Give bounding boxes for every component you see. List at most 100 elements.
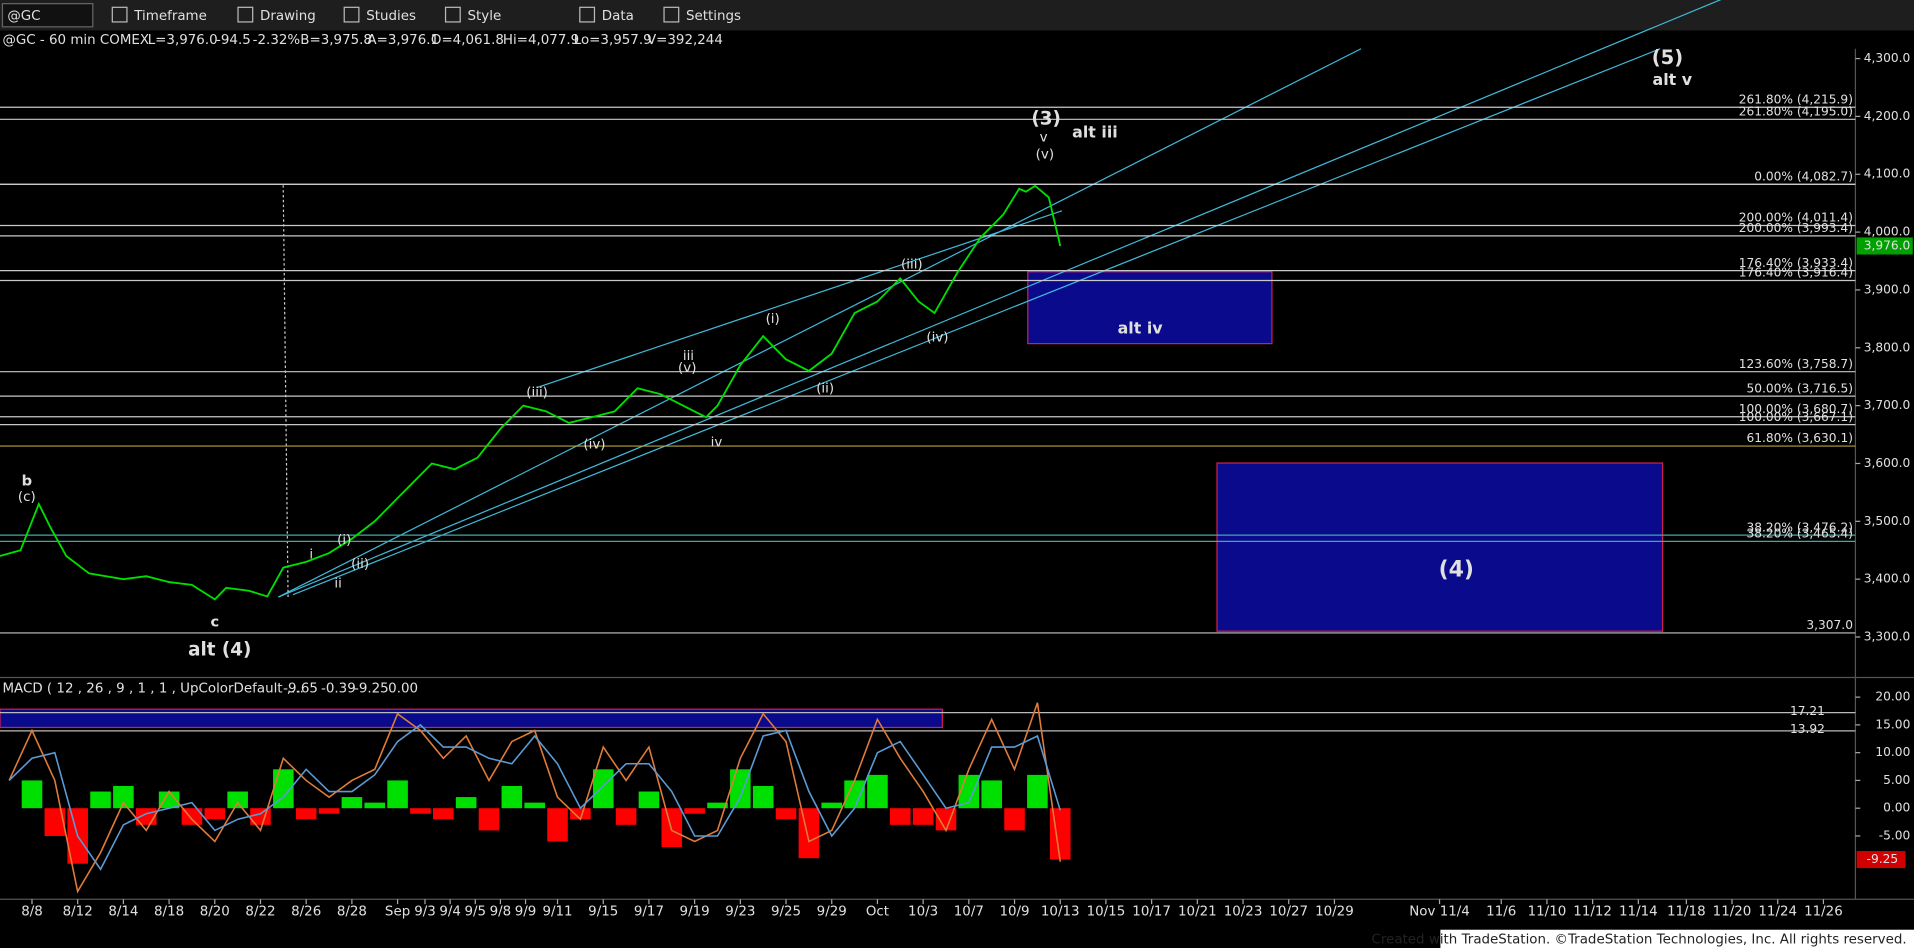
histogram-bar bbox=[410, 808, 431, 814]
fib-label: 200.00% (4,011.4) bbox=[1739, 211, 1853, 225]
macd-line bbox=[8, 702, 1062, 894]
menu-button[interactable]: Studies bbox=[366, 9, 416, 24]
menu-button[interactable]: Data bbox=[602, 9, 634, 24]
y-tick-label: 4,100.0 bbox=[1864, 167, 1911, 181]
channel-line bbox=[536, 210, 1063, 389]
histogram-bar bbox=[844, 780, 865, 809]
indicator-title: MACD ( 12 , 26 , 9 , 1 , 1 , UpColorDefa… bbox=[2, 681, 303, 696]
histogram-bar bbox=[981, 780, 1002, 809]
menu-icon[interactable] bbox=[579, 6, 596, 23]
menu-icon[interactable] bbox=[663, 6, 680, 23]
x-tick-label: 11/14 bbox=[1619, 904, 1658, 919]
x-tick-label: Sep bbox=[385, 904, 410, 919]
x-tick-label: 9/11 bbox=[542, 904, 572, 919]
x-tick-label: 11/20 bbox=[1713, 904, 1752, 919]
quote-field: -94.5 bbox=[216, 33, 251, 48]
menu-icon[interactable] bbox=[237, 6, 254, 23]
x-tick-label: 11/10 bbox=[1528, 904, 1567, 919]
y-tick-label: 3,900.0 bbox=[1864, 282, 1911, 296]
fib-label: 61.80% (3,630.1) bbox=[1746, 431, 1852, 445]
symbol-input[interactable] bbox=[1, 3, 94, 28]
zone-box bbox=[1027, 271, 1273, 345]
channel-line bbox=[278, 0, 1722, 598]
y-tick-label: -5.00 bbox=[1879, 828, 1911, 842]
menu-button[interactable]: Drawing bbox=[260, 9, 316, 24]
last-value-label: -9.25 bbox=[1867, 852, 1899, 866]
fib-label: 38.20% (3,476.2) bbox=[1746, 520, 1852, 534]
x-tick-label: 10/3 bbox=[908, 904, 938, 919]
fib-label: 123.60% (3,758.7) bbox=[1739, 357, 1853, 371]
quote-field: V=392,244 bbox=[647, 33, 723, 48]
histogram-bar bbox=[1027, 774, 1048, 809]
quote-field: B=3,975.8 bbox=[300, 33, 372, 48]
x-tick-label: 8/18 bbox=[154, 904, 184, 919]
zone-box bbox=[0, 708, 943, 729]
histogram-bar bbox=[501, 785, 523, 809]
wave-label: alt (4) bbox=[188, 640, 251, 661]
x-tick-label: 8/14 bbox=[108, 904, 138, 919]
wave-label: (iii) bbox=[901, 257, 923, 272]
histogram-bar bbox=[935, 808, 957, 831]
histogram-bar bbox=[615, 808, 637, 825]
wave-label: (ii) bbox=[351, 557, 369, 572]
menu-icon[interactable] bbox=[343, 6, 360, 23]
menu-icon[interactable] bbox=[444, 6, 461, 23]
indicator-reading: -0.39 bbox=[321, 681, 356, 696]
quote-field: Lo=3,957.9 bbox=[574, 33, 652, 48]
menu-button[interactable]: Settings bbox=[686, 9, 741, 24]
menu-button[interactable]: Style bbox=[468, 9, 502, 24]
histogram-bar bbox=[684, 808, 705, 814]
channel-line bbox=[278, 48, 1362, 598]
histogram-bar bbox=[387, 780, 408, 809]
last-price-tag bbox=[1856, 237, 1913, 255]
wave-label: iv bbox=[711, 435, 723, 450]
x-tick-label: 10/23 bbox=[1224, 904, 1263, 919]
histogram-bar bbox=[113, 785, 134, 809]
indicator-reading: -9.65 bbox=[283, 681, 318, 696]
wave-label: (iv) bbox=[926, 331, 948, 346]
histogram-bar bbox=[570, 808, 591, 820]
x-tick-label: 9/8 bbox=[490, 904, 512, 919]
menu-icon[interactable] bbox=[111, 6, 128, 23]
x-tick-label: Nov 11/4 bbox=[1409, 904, 1470, 919]
x-tick-label: 9/19 bbox=[680, 904, 710, 919]
histogram-bar bbox=[90, 791, 111, 809]
level-label: 13.92 bbox=[1790, 722, 1825, 736]
x-tick-label: 8/12 bbox=[63, 904, 93, 919]
channel-line bbox=[292, 48, 1661, 596]
y-tick-label: 4,000.0 bbox=[1864, 225, 1911, 239]
x-tick-label: 9/15 bbox=[588, 904, 618, 919]
x-tick-label: 10/29 bbox=[1315, 904, 1354, 919]
symbol-input-text[interactable]: @GC bbox=[7, 9, 40, 24]
fib-label: 261.80% (4,215.9) bbox=[1739, 92, 1853, 106]
symbol-title: @GC - 60 min COMEX bbox=[2, 33, 149, 48]
quote-field: Hi=4,077.9 bbox=[503, 33, 579, 48]
price-line bbox=[0, 184, 1062, 601]
zone-box bbox=[1216, 462, 1664, 632]
histogram-bar bbox=[821, 802, 843, 809]
y-tick-label: 3,300.0 bbox=[1864, 630, 1911, 644]
histogram-bar bbox=[341, 797, 363, 809]
x-tick-label: 8/22 bbox=[245, 904, 275, 919]
fib-label: 50.00% (3,716.5) bbox=[1746, 381, 1852, 395]
menu-button[interactable]: Timeframe bbox=[133, 9, 207, 24]
y-tick-label: 15.00 bbox=[1875, 717, 1910, 731]
toolbar bbox=[0, 0, 1914, 31]
x-tick-label: 11/24 bbox=[1758, 904, 1797, 919]
x-tick-label: 8/26 bbox=[291, 904, 321, 919]
vertical-marker bbox=[282, 185, 289, 598]
x-tick-label: 11/12 bbox=[1573, 904, 1612, 919]
histogram-bar bbox=[204, 808, 226, 820]
wave-label: (i) bbox=[337, 533, 351, 548]
fib-label: 176.40% (3,933.4) bbox=[1739, 256, 1853, 270]
x-tick-label: 11/18 bbox=[1667, 904, 1706, 919]
wave-label: (4) bbox=[1439, 557, 1474, 582]
x-tick-label: 9/3 bbox=[414, 904, 436, 919]
quote-field: L=3,976.0 bbox=[148, 33, 218, 48]
indicator-reading: 0.00 bbox=[388, 681, 418, 696]
wave-label: alt iii bbox=[1072, 122, 1118, 141]
last-price-label: 3,976.0 bbox=[1864, 238, 1911, 252]
indicator-reading: -9.25 bbox=[354, 681, 389, 696]
